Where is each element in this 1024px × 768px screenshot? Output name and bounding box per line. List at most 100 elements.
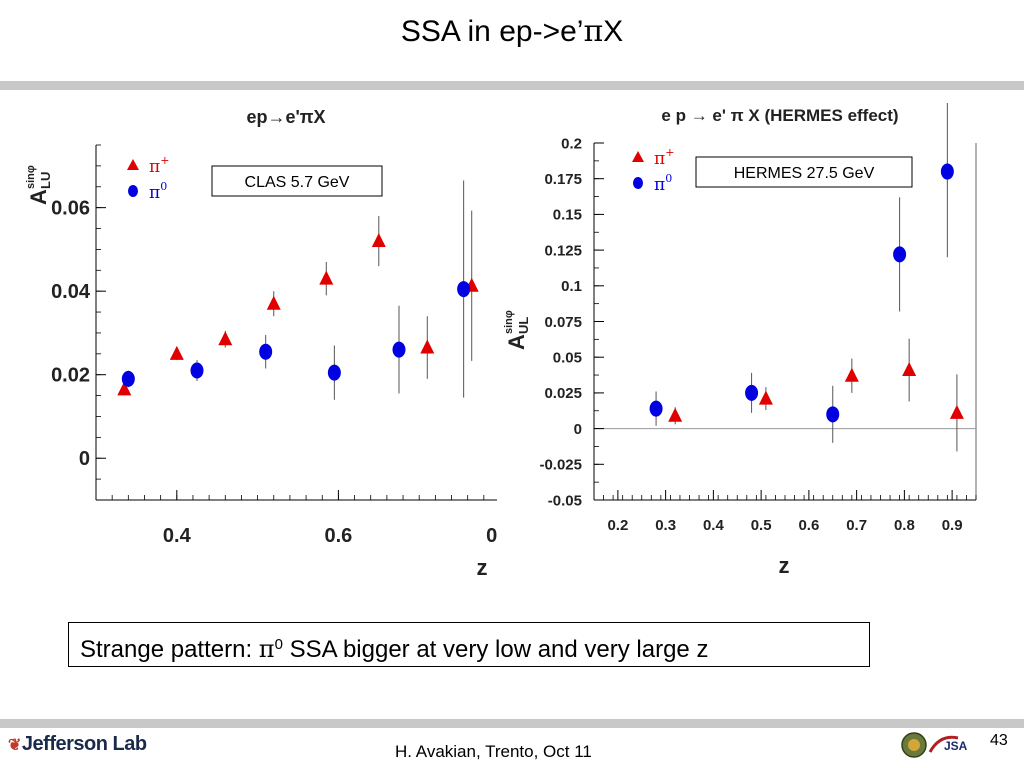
jefferson-lab-logo: ❦Jefferson Lab [8, 733, 147, 756]
data-point-pi-zero [259, 343, 273, 360]
annotation-text: HERMES 27.5 GeV [734, 165, 875, 182]
y-tick-label: 0.125 [544, 242, 582, 259]
slide-title-pi: π [583, 14, 604, 49]
note-box: Strange pattern: π0 SSA bigger at very l… [68, 622, 870, 667]
x-tick-label: 0.2 [607, 517, 628, 534]
annotation-box [695, 156, 913, 188]
x-tick-label: 0.5 [751, 517, 772, 534]
x-tick-label: 0.4 [703, 517, 725, 534]
data-point-pi-plus [117, 381, 132, 396]
jsa-logo: JSA [901, 732, 968, 758]
x-tick-label: 0.7 [846, 517, 867, 534]
chart-title: ep→e'πX [246, 107, 325, 127]
data-point-pi-zero [327, 364, 341, 381]
data-point-pi-plus [371, 233, 386, 248]
y-tick-label: 0.025 [544, 385, 582, 402]
y-tick-label: 0.1 [561, 278, 582, 295]
data-point-pi-zero [649, 400, 663, 417]
slide-title: SSA in ep->e’πX [0, 14, 1024, 49]
data-point-pi-plus [169, 345, 184, 360]
chart-title: e p → e' π X (HERMES effect) [661, 106, 898, 125]
data-point-pi-zero [745, 384, 759, 401]
x-axis-label: z [477, 555, 488, 580]
y-label-sub: LU [38, 172, 53, 189]
data-point-pi-plus [420, 339, 435, 354]
annotation-text: CLAS 5.7 GeV [245, 174, 350, 191]
y-tick-label: 0.05 [553, 349, 582, 366]
note-suffix: SSA bigger at very low and very large z [282, 636, 709, 663]
legend-label-sup: + [665, 146, 674, 159]
data-point-pi-plus [218, 331, 233, 346]
note-sup: 0 [274, 636, 283, 653]
legend-marker-pi-zero [128, 185, 138, 197]
legend-label: π+ [654, 146, 674, 169]
x-tick-label: 0.9 [942, 517, 963, 534]
x-tick-label: 0.6 [798, 517, 819, 534]
legend-label: π0 [654, 172, 672, 195]
data-point-pi-plus [758, 390, 773, 405]
y-label-sup: sinφ [25, 165, 37, 189]
page-number: 43 [990, 732, 1008, 749]
data-point-pi-zero [392, 341, 406, 358]
data-point-pi-plus [266, 295, 281, 310]
data-point-pi-plus [902, 362, 917, 377]
hermes-chart: 0.2 0.3 0.4 0.5 0.6 0.7 0.8 0.9 -0.05 -0.025 0 0.02… [500, 95, 1000, 595]
legend-marker-pi-plus [127, 159, 139, 170]
x-tick-label: 0.4 [163, 525, 192, 547]
legend-label-sup: + [160, 154, 169, 167]
y-tick-label: 0.2 [561, 135, 582, 152]
footer-credit: H. Avakian, Trento, Oct 11 [395, 742, 592, 761]
legend-marker-pi-zero [633, 177, 643, 189]
data-point-pi-plus [844, 367, 859, 382]
data-point-pi-plus [668, 407, 683, 422]
y-tick-label: 0.075 [544, 314, 582, 331]
data-point-pi-zero [457, 281, 471, 298]
y-tick-label: -0.025 [539, 457, 582, 474]
legend-label-sup: 0 [160, 180, 167, 193]
data-point-pi-zero [893, 246, 907, 263]
legend-label-base: π [654, 149, 665, 169]
x-tick-label: 0.3 [655, 517, 676, 534]
jlab-swirl-icon: ❦ [8, 737, 21, 754]
y-label-main: A [26, 189, 51, 205]
x-tick-label: 0.6 [324, 525, 352, 547]
jsa-swoosh-icon [928, 735, 959, 753]
legend-label: π+ [149, 154, 169, 177]
legend-label: π0 [149, 180, 167, 203]
annotation-box [211, 165, 383, 197]
data-point-pi-zero [121, 370, 135, 387]
x-tick-label: 0.8 [894, 517, 915, 534]
data-point-pi-zero [190, 362, 204, 379]
legend-label-base: π [654, 175, 665, 195]
y-tick-label: 0 [79, 448, 90, 470]
y-tick-label: 0.02 [51, 365, 90, 387]
bottom-divider-bar [0, 719, 1024, 728]
y-tick-label: 0.175 [544, 171, 582, 188]
y-label-sub: UL [516, 317, 531, 334]
slide-title-prefix: SSA in ep->e’ [400, 15, 584, 48]
y-tick-label: -0.05 [548, 492, 582, 509]
x-axis-label: z [779, 553, 790, 578]
data-point-pi-plus [949, 404, 964, 419]
legend-label-sup: 0 [665, 172, 672, 185]
x-tick-label: 0.8 [486, 525, 497, 547]
y-label-sup: sinφ [503, 310, 515, 334]
legend-label-base: π [149, 183, 160, 203]
jefferson-lab-text: Jefferson Lab [21, 733, 147, 755]
chart2-svg: 0.2 0.3 0.4 0.5 0.6 0.7 0.8 0.9 -0.05 -0.025 0 0.02… [503, 103, 977, 578]
y-tick-label: 0.06 [51, 198, 90, 220]
jsa-logo-text: JSA [944, 739, 968, 753]
y-tick-label: 0.04 [51, 281, 91, 303]
y-tick-label: 0 [574, 421, 582, 438]
slide-title-suffix: X [603, 15, 624, 48]
top-divider-bar [0, 81, 1024, 90]
note-prefix: Strange pattern: [80, 636, 259, 663]
legend-marker-pi-plus [632, 151, 644, 162]
y-label-main: A [504, 334, 529, 350]
y-tick-label: 0.15 [553, 207, 582, 224]
data-point-pi-plus [319, 270, 334, 285]
